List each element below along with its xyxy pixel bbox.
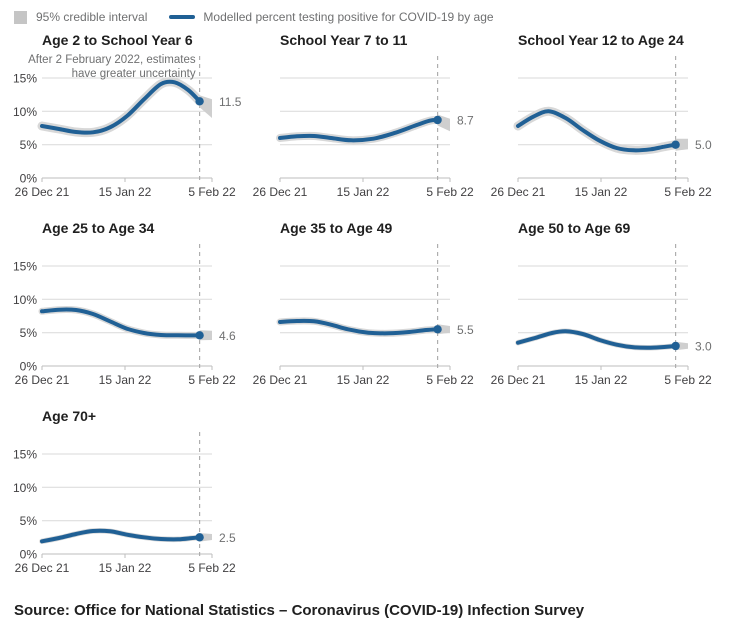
end-point-dot [195, 97, 204, 106]
panel-plot: 3.0 26 Dec 21 15 Jan 22 5 Feb 22 [491, 244, 712, 387]
x-tick-label: 26 Dec 21 [15, 373, 70, 387]
x-tick-label: 5 Feb 22 [426, 185, 474, 199]
end-value-label: 8.7 [457, 114, 474, 128]
panel-title: School Year 12 to Age 24 [518, 32, 684, 48]
panel-title: Age 35 to Age 49 [280, 220, 393, 236]
end-point-dot [671, 341, 680, 351]
panel-plot: 5.0 26 Dec 21 15 Jan 22 5 Feb 22 [491, 56, 712, 199]
end-value-label: 5.0 [695, 138, 712, 152]
x-tick-label: 5 Feb 22 [426, 373, 474, 387]
credible-interval-swatch-icon [14, 10, 27, 24]
x-tick-label: 5 Feb 22 [664, 373, 712, 387]
trend-line [516, 109, 678, 153]
panel-title: Age 2 to School Year 6 [42, 32, 193, 48]
x-tick-label: 26 Dec 21 [491, 185, 546, 199]
x-tick-label: 15 Jan 22 [337, 373, 390, 387]
end-point-dot [433, 325, 442, 334]
legend: 95% credible interval Modelled percent t… [0, 0, 746, 24]
x-tick-label: 26 Dec 21 [253, 185, 308, 199]
y-tick-label: 15% [13, 72, 37, 86]
panel-plot: 4.6 0% 5% 10% 15% 26 Dec 21 15 Jan 22 5 Feb 22 [13, 244, 236, 387]
end-value-label: 5.5 [457, 323, 474, 337]
y-tick-label: 5% [20, 138, 38, 152]
trend-line [516, 329, 678, 350]
panel-plot: 2.5 0% 5% 10% 15% 26 Dec 21 15 Jan 22 5 Feb 22 [13, 432, 236, 575]
x-tick-label: 15 Jan 22 [99, 373, 152, 387]
panel-title: Age 50 to Age 69 [518, 220, 631, 236]
x-tick-label: 26 Dec 21 [253, 373, 308, 387]
y-tick-label: 5% [20, 326, 38, 340]
annotation-line: have greater uncertainty [72, 68, 196, 80]
credible-interval-band [38, 305, 204, 339]
y-tick-label: 0% [20, 172, 38, 186]
credible-interval-label: 95% credible interval [36, 10, 148, 24]
x-tick-label: 5 Feb 22 [188, 561, 236, 575]
x-tick-label: 26 Dec 21 [491, 373, 546, 387]
y-tick-label: 10% [13, 293, 37, 307]
small-multiples-grid: Age 2 to School Year 6 11.5 0% 5% 10% 15% 26 D… [10, 32, 746, 576]
panel-title: School Year 7 to 11 [280, 32, 408, 48]
x-tick-label: 26 Dec 21 [15, 561, 70, 575]
end-value-label: 4.6 [219, 329, 236, 343]
end-value-label: 11.5 [219, 95, 242, 109]
annotation-line: After 2 February 2022, estimates [28, 54, 196, 66]
x-tick-label: 15 Jan 22 [99, 185, 152, 199]
panel-title: Age 70+ [42, 408, 97, 424]
y-tick-label: 10% [13, 105, 37, 119]
panel-plot: 5.5 26 Dec 21 15 Jan 22 5 Feb 22 [253, 244, 474, 387]
trend-line [40, 528, 202, 544]
y-tick-label: 0% [20, 360, 38, 374]
trend-line [278, 118, 440, 143]
chart-panel: Age 2 to School Year 6 11.5 0% 5% 10% 15% 26 D… [10, 32, 248, 200]
x-tick-label: 15 Jan 22 [575, 373, 628, 387]
chart-panel: Age 35 to Age 49 5.5 26 Dec 21 15 Jan 22 5 F… [248, 220, 486, 388]
y-tick-label: 0% [20, 548, 38, 562]
chart-panel: Age 70+ 2.5 0% 5% 10% 15% 26 Dec 21 15 Jan 22 5 … [10, 408, 248, 576]
end-point-dot [195, 331, 204, 340]
end-point-dot [671, 140, 680, 149]
chart-panel: School Year 7 to 11 8.7 26 Dec 21 15 Jan 22… [248, 32, 486, 200]
panel-plot: 11.5 0% 5% 10% 15% 26 Dec 21 15 Jan 22 5 Feb 22… [13, 54, 242, 199]
end-value-label: 3.0 [695, 340, 712, 354]
trend-line [40, 79, 202, 135]
source-text: Source: Office for National Statistics –… [14, 602, 585, 619]
uncertainty-fan [675, 138, 688, 151]
x-tick-label: 15 Jan 22 [575, 185, 628, 199]
y-tick-label: 5% [20, 514, 38, 528]
credible-interval-band [37, 77, 205, 138]
modelled-line-swatch-icon [169, 15, 196, 19]
panel-title: Age 25 to Age 34 [42, 220, 155, 236]
x-tick-label: 5 Feb 22 [188, 185, 236, 199]
chart-panel: Age 25 to Age 34 4.6 0% 5% 10% 15% 26 Dec 21 15… [10, 220, 248, 388]
y-tick-label: 10% [13, 481, 37, 495]
chart-panel: Age 50 to Age 69 3.0 26 Dec 21 15 Jan 22 5 F… [486, 220, 724, 388]
trend-line [278, 318, 440, 336]
x-tick-label: 15 Jan 22 [99, 561, 152, 575]
end-point-dot [195, 533, 204, 542]
modelled-line-label: Modelled percent testing positive for CO… [203, 10, 494, 24]
panel-plot: 8.7 26 Dec 21 15 Jan 22 5 Feb 22 [253, 56, 474, 199]
trend-line [40, 307, 202, 338]
y-tick-label: 15% [13, 260, 37, 274]
x-tick-label: 15 Jan 22 [337, 185, 390, 199]
x-tick-label: 5 Feb 22 [188, 373, 236, 387]
end-value-label: 2.5 [219, 531, 236, 545]
x-tick-label: 5 Feb 22 [664, 185, 712, 199]
chart-panel: School Year 12 to Age 24 5.0 26 Dec 21 15 J… [486, 32, 724, 200]
x-tick-label: 26 Dec 21 [15, 185, 70, 199]
y-tick-label: 15% [13, 448, 37, 462]
end-point-dot [433, 115, 442, 125]
